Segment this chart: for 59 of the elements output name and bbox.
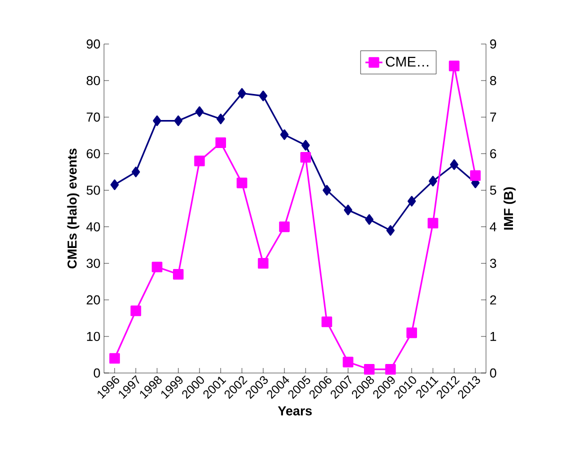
point xyxy=(238,88,246,99)
point xyxy=(110,179,119,190)
point xyxy=(406,327,418,338)
point xyxy=(216,114,225,124)
point xyxy=(344,204,352,216)
y-tick-label: 70 xyxy=(86,112,100,122)
y-tick-label: 90 xyxy=(86,39,100,49)
y2-tick-label: 4 xyxy=(490,222,496,232)
y2-tick-label: 8 xyxy=(490,76,496,86)
y2-tick-label: 2 xyxy=(490,295,496,304)
point xyxy=(130,306,142,316)
y2-tick-label: 9 xyxy=(490,39,496,49)
y-tick-label: 0 xyxy=(94,368,100,378)
point xyxy=(172,269,184,280)
x-axis-title: Years xyxy=(278,406,312,416)
y-tick-label: 60 xyxy=(86,149,100,158)
point xyxy=(280,129,289,140)
point xyxy=(301,140,310,151)
y-axis-title: CMEs (Halo) events xyxy=(67,148,80,268)
y2-tick-label: 1 xyxy=(490,332,496,341)
point xyxy=(300,152,311,163)
point xyxy=(386,225,395,236)
point xyxy=(365,214,374,225)
point xyxy=(322,184,332,196)
y-tick-label: 50 xyxy=(86,186,100,195)
point xyxy=(194,156,205,166)
y2-axis-title: IMF (B) xyxy=(504,187,516,230)
point xyxy=(428,218,438,228)
y2-tick-label: 7 xyxy=(490,112,496,122)
y2-tick-label: 0 xyxy=(490,368,496,378)
y-tick-label: 10 xyxy=(87,332,100,342)
point xyxy=(385,364,396,375)
point xyxy=(258,90,268,102)
point xyxy=(258,258,268,269)
point xyxy=(364,364,375,375)
point xyxy=(408,196,416,206)
point xyxy=(236,178,248,188)
point xyxy=(215,137,226,148)
y-tick-label: 30 xyxy=(86,258,100,268)
legend-label: CME… xyxy=(386,56,428,67)
point xyxy=(152,115,162,126)
point xyxy=(109,353,120,364)
y2-tick-label: 3 xyxy=(490,258,496,268)
y-tick-label: 40 xyxy=(86,222,100,232)
y2-tick-label: 6 xyxy=(490,149,496,158)
point xyxy=(428,176,438,186)
point xyxy=(322,316,332,328)
point xyxy=(132,166,140,178)
point xyxy=(448,60,460,72)
point xyxy=(450,159,458,170)
point xyxy=(470,170,481,181)
y2-tick-label: 5 xyxy=(490,186,496,195)
point xyxy=(195,106,204,117)
point xyxy=(342,356,354,368)
y-tick-label: 20 xyxy=(86,295,100,304)
y-tick-label: 80 xyxy=(86,76,100,86)
point xyxy=(279,221,290,232)
point xyxy=(174,115,182,126)
point xyxy=(152,262,162,272)
